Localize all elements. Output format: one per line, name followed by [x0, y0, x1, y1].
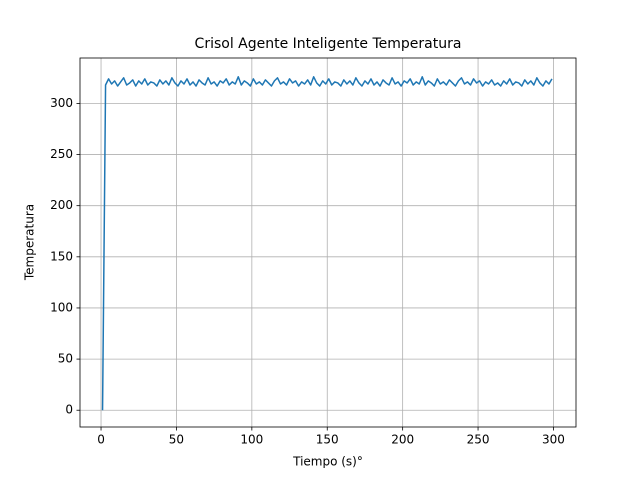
x-tick-label: 100 [240, 433, 263, 447]
y-tick-label: 100 [50, 300, 73, 314]
x-tick-label: 0 [97, 433, 105, 447]
y-tick-label: 200 [50, 198, 73, 212]
y-tick-label: 150 [50, 249, 73, 263]
y-tick-label: 50 [58, 352, 73, 366]
x-tick-label: 150 [316, 433, 339, 447]
data-line [101, 76, 553, 411]
x-tick-label: 200 [391, 433, 414, 447]
y-tick-label: 250 [50, 147, 73, 161]
x-axis-label: Tiempo (s)° [292, 455, 363, 469]
y-tick-label: 0 [65, 403, 73, 417]
y-tick-label: 300 [50, 96, 73, 110]
y-axis-label: Temperatura [23, 204, 37, 281]
x-tick-label: 250 [467, 433, 490, 447]
chart-title: Crisol Agente Inteligente Temperatura [195, 36, 462, 52]
axes-frame [79, 57, 577, 428]
x-tick-label: 300 [542, 433, 565, 447]
x-tick-label: 50 [169, 433, 184, 447]
